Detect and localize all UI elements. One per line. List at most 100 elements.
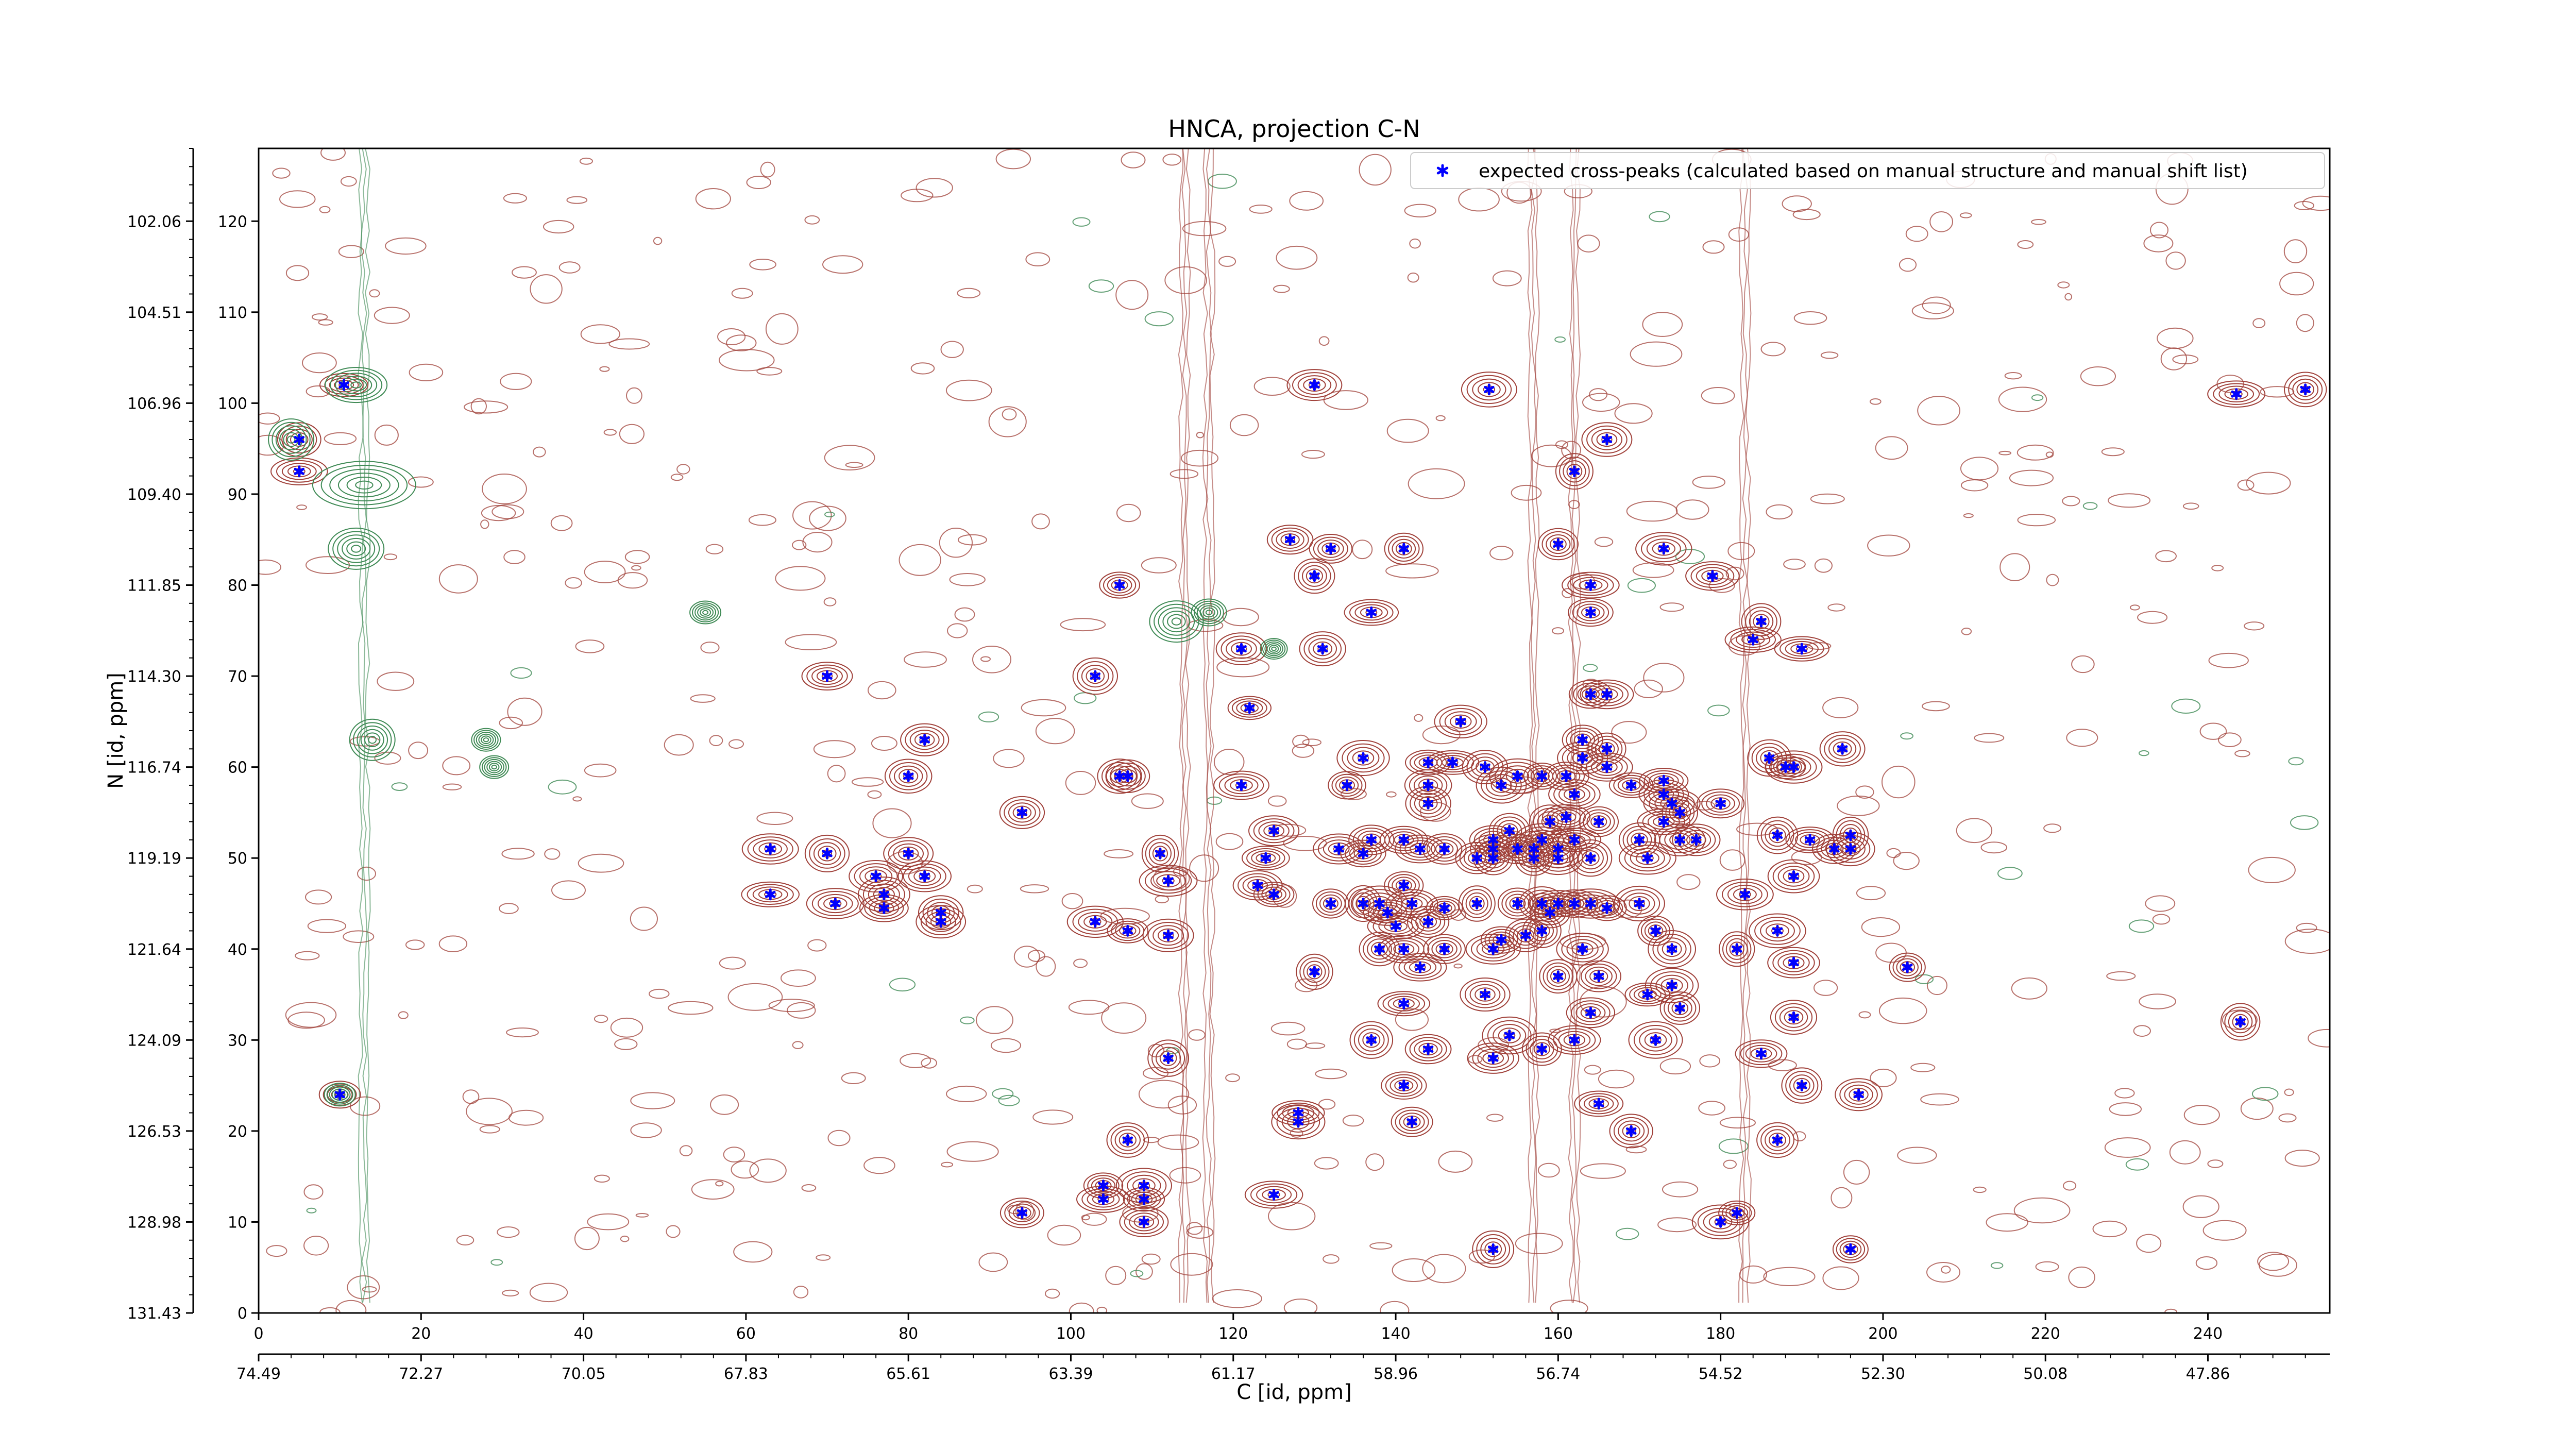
noise-contour	[813, 740, 856, 759]
peak-contour	[1335, 777, 1359, 794]
noise-contour	[1380, 1301, 1410, 1313]
marker-core	[2234, 392, 2239, 396]
vertical-streak	[361, 148, 367, 1303]
data-point	[1601, 433, 1613, 446]
noise-contour	[1414, 714, 1423, 722]
noise-contour	[1763, 1267, 1816, 1286]
peak-contour	[1308, 638, 1337, 660]
noise-contour	[464, 400, 509, 414]
noise-contour	[338, 245, 365, 258]
peak-contour	[811, 667, 843, 685]
marker-core	[1539, 901, 1544, 906]
noise-contour	[1292, 744, 1315, 758]
negative-peak-contour	[324, 1083, 356, 1107]
data-point	[1772, 1134, 1783, 1146]
noise-contour	[1408, 468, 1465, 499]
noise-contour	[1215, 833, 1244, 850]
peak-contour	[2288, 375, 2323, 404]
marker-core	[1239, 647, 1244, 651]
noise-contour	[792, 1041, 804, 1049]
marker-core	[1491, 847, 1496, 851]
marker-core	[1117, 583, 1122, 587]
peak-contour	[1513, 925, 1539, 946]
noise-contour	[822, 255, 863, 274]
data-point	[1422, 1043, 1434, 1055]
noise-contour	[2108, 493, 2151, 508]
peak-contour	[2224, 1006, 2257, 1037]
noise-contour	[2043, 823, 2062, 833]
data-point	[1415, 961, 1426, 973]
noise-contour	[1810, 493, 1845, 504]
data-point	[1569, 465, 1580, 478]
peak-contour	[1469, 896, 1485, 912]
legend-marker	[1436, 164, 1449, 177]
peak-contour	[1789, 1074, 1815, 1097]
negative-peak-contour	[350, 381, 362, 389]
noise-contour	[719, 349, 775, 372]
peak-contour	[1385, 1074, 1422, 1097]
data-point	[1553, 843, 1564, 855]
peak-contour	[1566, 939, 1599, 959]
noise-contour	[1625, 1145, 1647, 1154]
marker-core	[1491, 1247, 1496, 1252]
noise-contour	[1036, 956, 1056, 977]
marker-core	[1418, 965, 1422, 970]
negative-peak-contour	[481, 735, 492, 744]
peak-contour	[1302, 565, 1327, 587]
peak-contour	[1777, 866, 1810, 887]
peak-contour	[1576, 960, 1621, 992]
marker-core	[1670, 983, 1674, 988]
data-point	[1504, 824, 1515, 837]
peak-contour	[1431, 940, 1458, 958]
peak-contour	[1828, 738, 1857, 760]
peak-contour	[1836, 1238, 1866, 1261]
noise-contour	[1013, 946, 1040, 968]
noise-contour	[500, 373, 532, 390]
noise-contour	[1961, 628, 1972, 635]
peak-contour	[1296, 953, 1333, 990]
peak-contour	[1377, 991, 1431, 1017]
marker-core	[1125, 929, 1130, 933]
negative-peak-contour	[700, 608, 711, 617]
data-point	[1625, 779, 1637, 791]
data-point	[1293, 1107, 1304, 1119]
noise-contour	[1959, 212, 1972, 218]
peak-contour	[1569, 839, 1613, 877]
noise-contour	[374, 424, 399, 446]
data-point	[1268, 824, 1279, 837]
data-point	[1422, 756, 1434, 769]
peak-contour	[1226, 638, 1257, 659]
data-point	[1666, 797, 1677, 810]
noise-contour	[543, 220, 574, 234]
negative-peak-contour	[689, 600, 722, 625]
peak-contour	[1667, 998, 1692, 1019]
noise-contour	[1267, 795, 1287, 807]
y-ppm-tick-label: 102.06	[127, 213, 181, 231]
peak-contour	[1414, 793, 1443, 815]
noise-contour	[512, 266, 537, 279]
noise-contour	[1395, 1008, 1429, 1031]
peak-contour	[893, 843, 924, 864]
peak-contour	[1785, 1071, 1819, 1101]
noise-contour-negative	[1583, 664, 1598, 672]
noise-contour	[578, 853, 624, 873]
marker-core	[1263, 856, 1268, 861]
data-point	[1601, 902, 1613, 914]
noise-contour	[1855, 785, 1874, 799]
peak-contour	[1147, 922, 1189, 949]
marker-core	[1662, 546, 1666, 551]
noise-contour	[1692, 476, 1726, 489]
noise-contour	[1911, 302, 1954, 319]
x-axis-index: 0 20 40 60 80 100 120 140 160 180 200 220 240	[253, 1313, 2223, 1343]
noise-contour	[841, 1072, 866, 1084]
peak-contour	[329, 377, 359, 393]
noise-contour	[1580, 1163, 1626, 1179]
peak-contour	[1261, 886, 1286, 903]
vertical-streak	[365, 148, 371, 1303]
marker-core	[1101, 1197, 1106, 1202]
x-tick-label: 180	[1706, 1325, 1735, 1343]
negative-peak-contour	[1262, 639, 1286, 658]
noise-contour	[620, 1235, 630, 1242]
peak-contour	[1319, 894, 1342, 913]
marker-core	[1491, 1056, 1496, 1060]
